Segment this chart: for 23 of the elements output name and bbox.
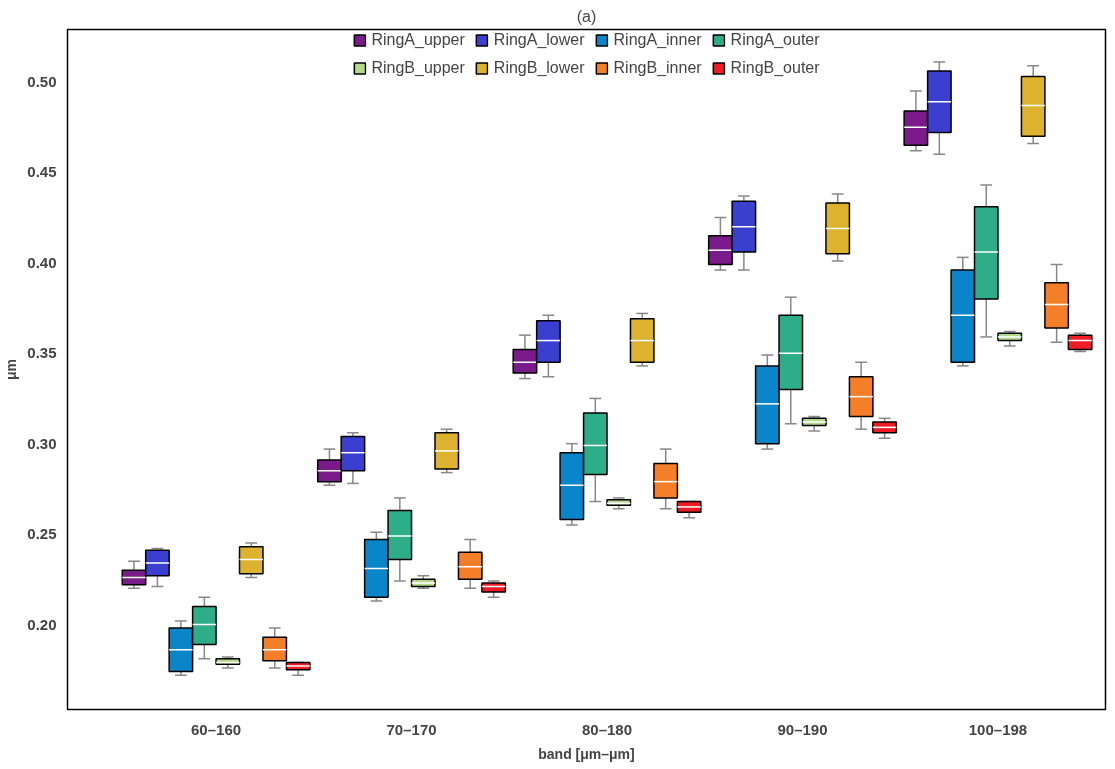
legend-label: RingB_inner bbox=[613, 59, 702, 77]
y-tick-label: 0.25 bbox=[27, 525, 57, 543]
y-axis-title: μm bbox=[3, 358, 20, 381]
legend-label: RingA_lower bbox=[493, 31, 585, 49]
legend-label: RingA_upper bbox=[371, 31, 465, 49]
y-tick-label: 0.45 bbox=[27, 163, 57, 181]
x-tick-label: 100–198 bbox=[968, 720, 1028, 738]
y-tick-label: 0.20 bbox=[27, 615, 57, 633]
x-tick-label: 80–180 bbox=[582, 720, 633, 738]
x-tick-label: 90–190 bbox=[777, 720, 828, 738]
legend-label: RingA_inner bbox=[613, 31, 702, 49]
x-axis-title: band [μm–μm] bbox=[538, 745, 635, 762]
legend-label: RingB_lower bbox=[493, 59, 585, 77]
legend-label: RingB_outer bbox=[730, 59, 820, 77]
y-tick-label: 0.35 bbox=[27, 344, 57, 362]
y-tick-label: 0.30 bbox=[27, 434, 57, 452]
legend-label: RingA_outer bbox=[730, 31, 820, 49]
x-tick-label: 70–170 bbox=[386, 720, 437, 738]
y-tick-label: 0.40 bbox=[27, 253, 57, 271]
y-tick-label: 0.50 bbox=[27, 72, 57, 90]
legend-label: RingB_upper bbox=[371, 59, 465, 77]
x-tick-label: 60–160 bbox=[191, 720, 242, 738]
chart-title: (a) bbox=[576, 7, 597, 25]
